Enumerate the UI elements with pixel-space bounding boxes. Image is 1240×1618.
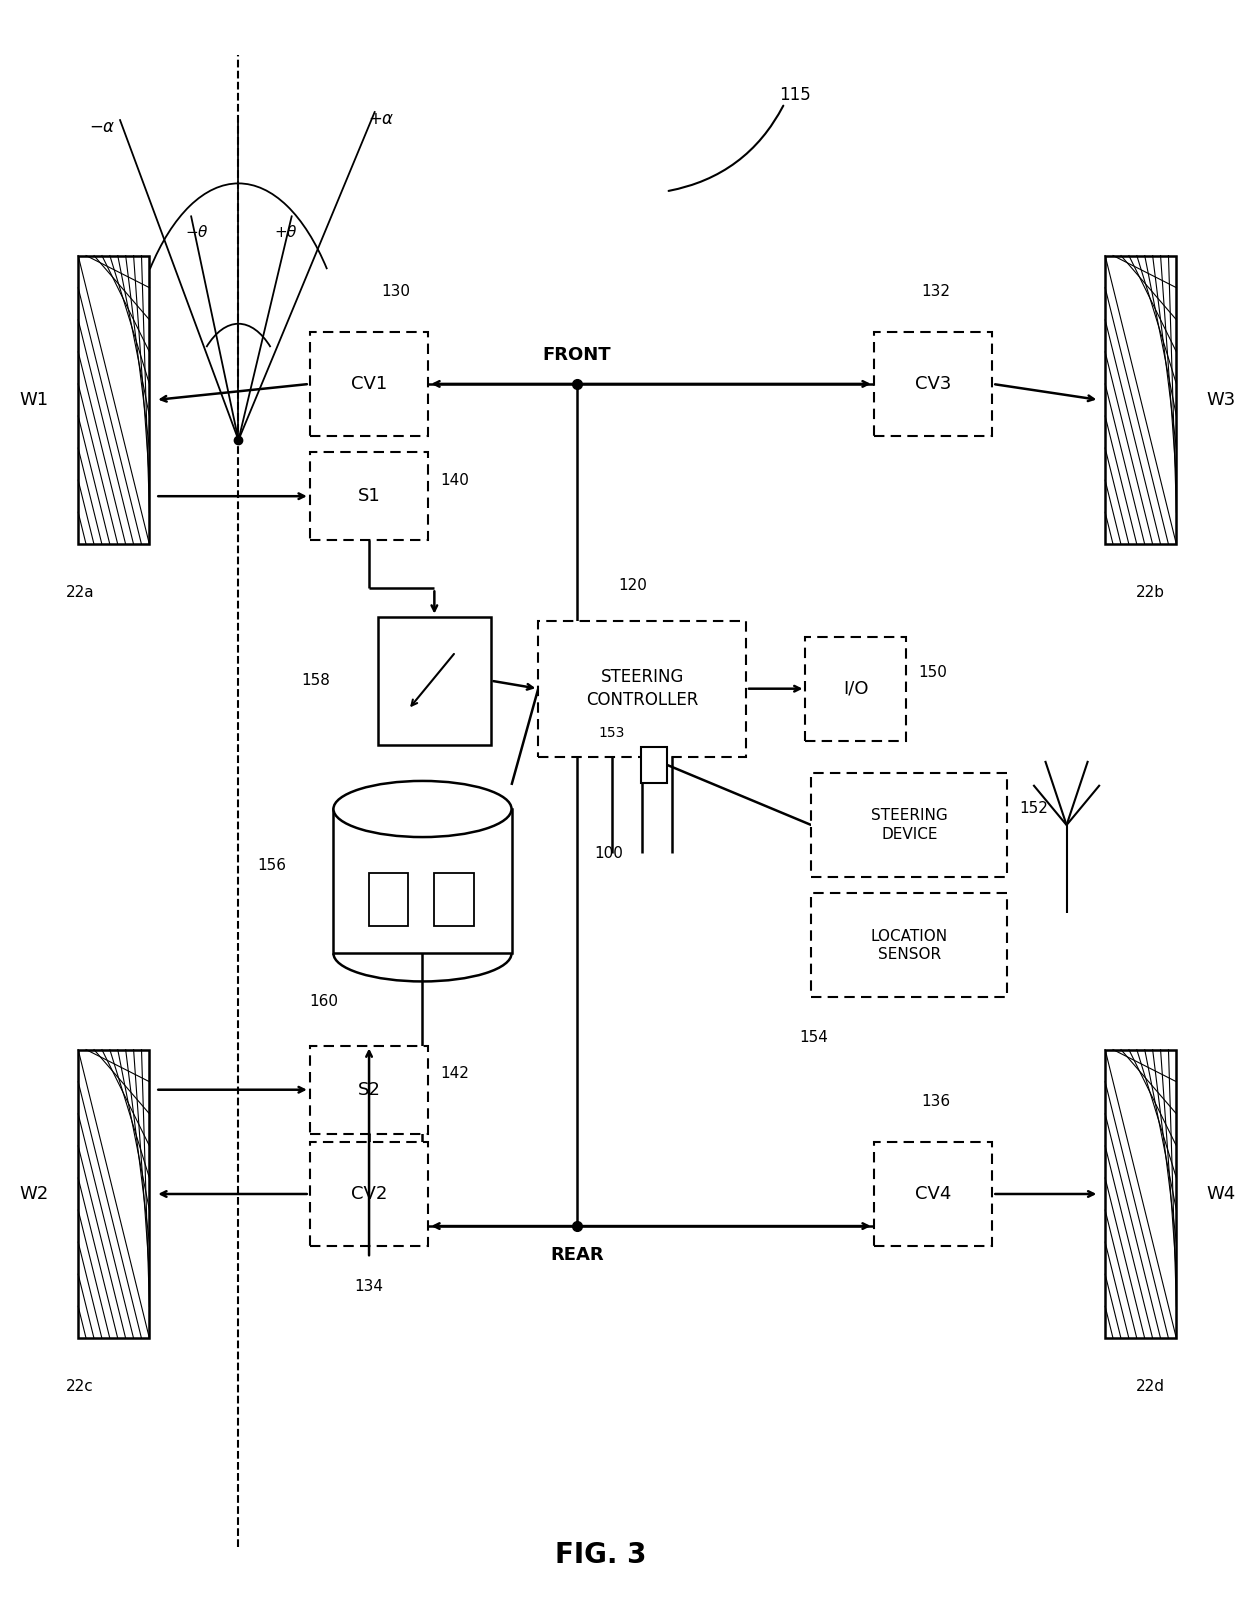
Text: 130: 130 [381,285,410,299]
Bar [310,451,428,540]
Text: $+\theta$: $+\theta$ [274,223,298,239]
Text: W4: W4 [1207,1184,1235,1204]
Bar [641,748,667,783]
Text: FIG. 3: FIG. 3 [554,1540,646,1569]
Bar [378,616,491,744]
Bar [1105,1050,1177,1338]
Text: STEERING
DEVICE: STEERING DEVICE [870,809,947,841]
Text: 22a: 22a [66,586,95,600]
Bar [874,332,992,435]
Text: 115: 115 [779,86,811,104]
Text: REAR: REAR [551,1246,604,1264]
Text: CV2: CV2 [351,1184,387,1204]
Text: $-\theta$: $-\theta$ [185,223,208,239]
Text: CV4: CV4 [915,1184,951,1204]
Bar [805,636,906,741]
Text: 156: 156 [257,858,286,872]
Text: S1: S1 [357,487,381,505]
Text: $-\alpha$: $-\alpha$ [88,118,115,136]
Text: FRONT: FRONT [543,346,611,364]
Text: 160: 160 [310,993,339,1010]
Text: STEERING
CONTROLLER: STEERING CONTROLLER [587,668,698,709]
Text: 120: 120 [619,578,647,592]
Text: 22c: 22c [66,1379,94,1395]
Ellipse shape [334,781,512,837]
Bar [78,256,149,544]
Bar [811,893,1007,997]
Text: 150: 150 [918,665,947,680]
Text: 140: 140 [440,472,469,487]
Text: 153: 153 [598,726,624,739]
Text: W2: W2 [20,1184,48,1204]
Text: 152: 152 [1019,801,1048,817]
Text: 132: 132 [921,285,950,299]
Bar [334,809,512,953]
Text: CV3: CV3 [915,375,951,393]
Bar [434,874,474,925]
Text: W1: W1 [20,392,48,409]
Bar [538,621,746,757]
Text: 134: 134 [355,1278,383,1294]
Bar [310,1142,428,1246]
Bar [811,773,1007,877]
Bar [370,874,408,925]
Bar [874,1142,992,1246]
Text: LOCATION
SENSOR: LOCATION SENSOR [870,929,947,963]
Bar [310,332,428,435]
Text: 100: 100 [595,846,624,861]
Text: 154: 154 [800,1031,828,1045]
Text: $+\alpha$: $+\alpha$ [367,110,394,128]
Text: S2: S2 [357,1081,381,1099]
Text: 158: 158 [301,673,331,688]
Text: 22d: 22d [1136,1379,1164,1395]
Bar [78,1050,149,1338]
Text: CV1: CV1 [351,375,387,393]
Text: I/O: I/O [843,680,868,697]
Text: 136: 136 [921,1094,950,1110]
Text: 142: 142 [440,1066,469,1081]
Bar [1105,256,1177,544]
Text: W3: W3 [1207,392,1235,409]
Bar [310,1045,428,1134]
Text: 22b: 22b [1136,586,1164,600]
